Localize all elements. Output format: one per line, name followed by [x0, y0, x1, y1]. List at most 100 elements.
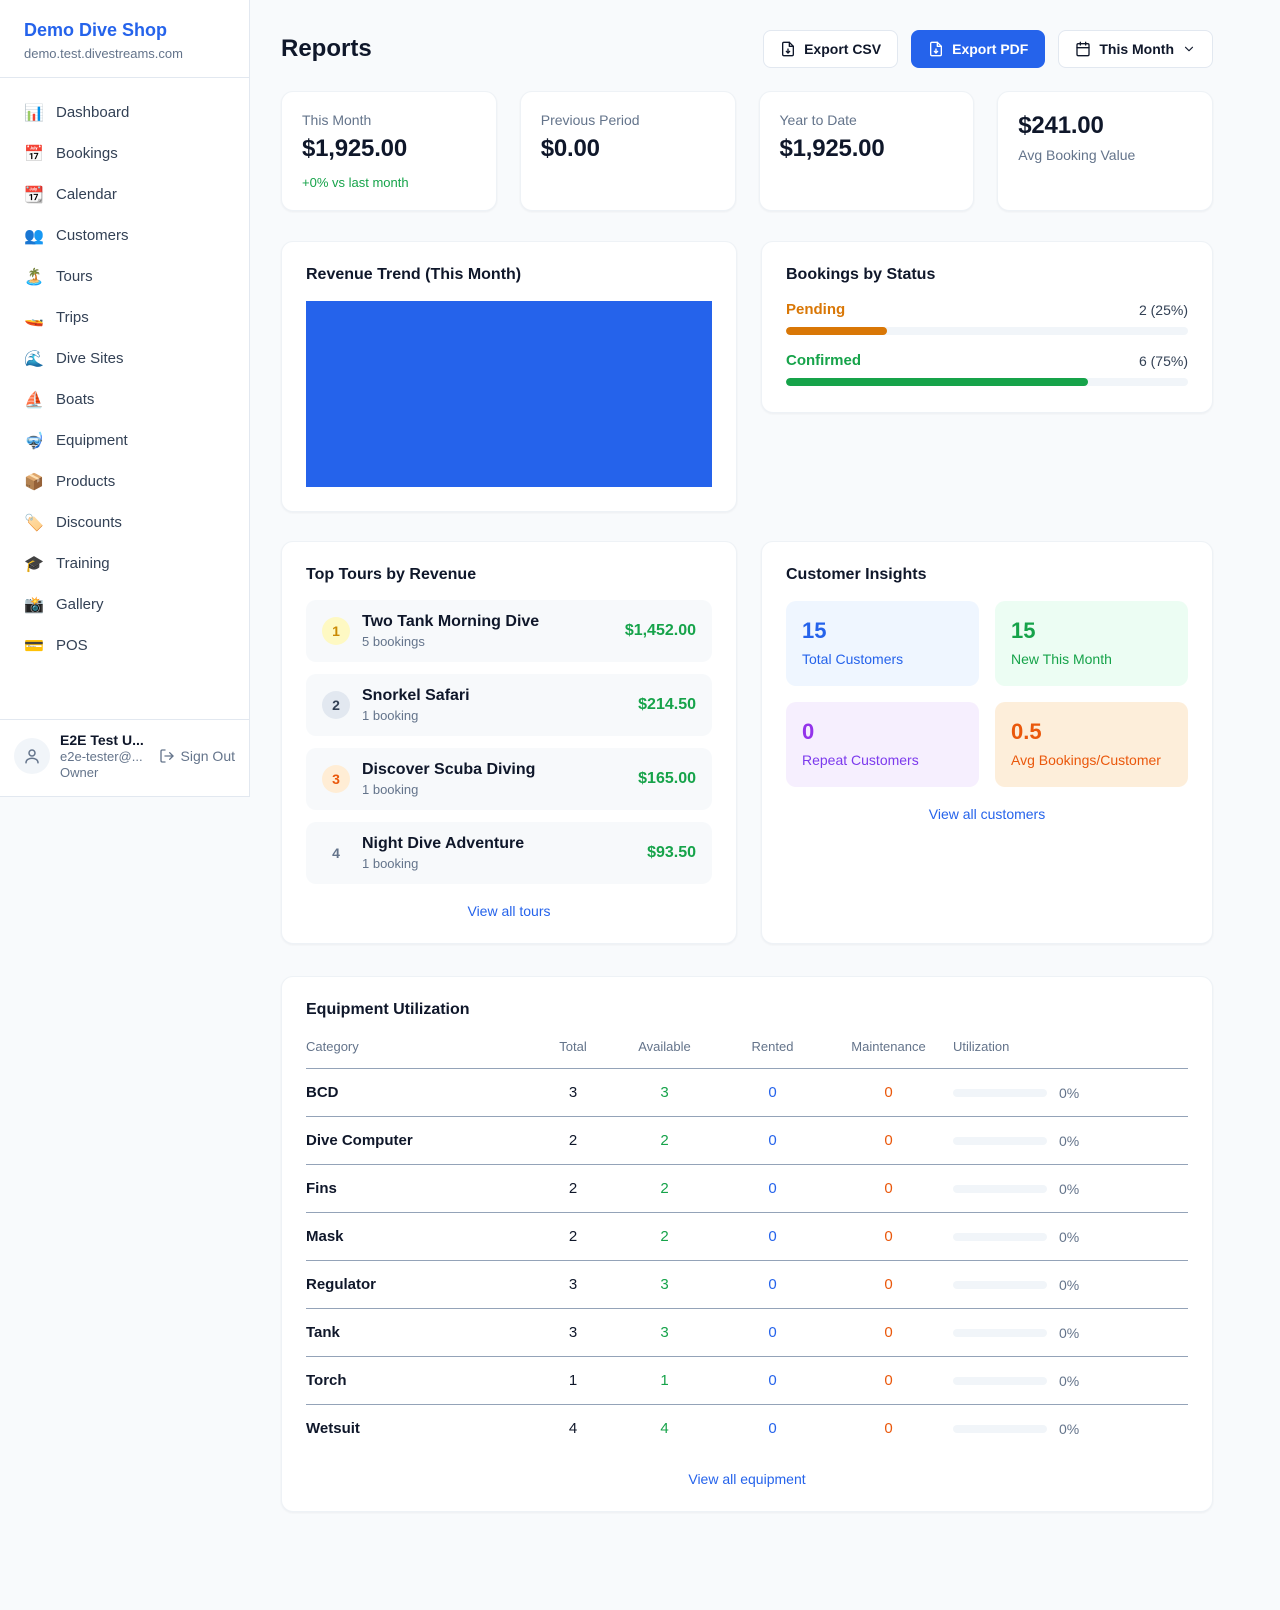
customer-insights-card: Customer Insights 15 Total Customers 15 … [761, 541, 1213, 944]
cell-available: 4 [612, 1404, 721, 1452]
cell-rented: 0 [721, 1212, 828, 1261]
cell-maintenance: 0 [828, 1212, 953, 1261]
sidebar-item-label: Dashboard [56, 104, 130, 121]
sidebar-nav: 📊 Dashboard 📅 Bookings 📆 Calendar 👥 Cust… [0, 78, 249, 719]
cell-maintenance: 0 [828, 1356, 953, 1405]
file-download-icon [930, 41, 943, 57]
tour-name: Discover Scuba Diving [362, 761, 536, 778]
revenue-trend-title: Revenue Trend (This Month) [306, 266, 522, 283]
tour-name: Night Dive Adventure [362, 835, 525, 852]
cell-rented: 0 [721, 1356, 828, 1405]
equipment-table-header: Category Total Available Rented Maintena… [306, 1031, 1188, 1069]
cell-available: 2 [612, 1212, 721, 1261]
sidebar-item[interactable]: 💳 POS [0, 625, 249, 666]
sidebar-item[interactable]: 🤿 Equipment [0, 420, 249, 461]
tour-item: 3 Discover Scuba Diving 1 booking $165.0… [306, 748, 712, 810]
insight-tiles: 15 Total Customers 15 New This Month 0 R… [786, 601, 1188, 787]
sidebar-item-label: Dive Sites [56, 350, 124, 367]
sidebar-item-icon: 📸 [24, 596, 44, 614]
cell-maintenance: 0 [828, 1260, 953, 1309]
utilization-bar-track [953, 1088, 1047, 1097]
cell-maintenance: 0 [828, 1404, 953, 1452]
cell-total: 2 [538, 1212, 612, 1261]
cell-utilization: 0% [953, 1212, 1188, 1261]
tour-text: Discover Scuba Diving 1 booking [362, 761, 626, 797]
shop-header: Demo Dive Shop demo.test.divestreams.com [0, 0, 249, 78]
view-all-tours-link[interactable]: View all tours [467, 903, 551, 919]
utilization-percent: 0% [1059, 1132, 1080, 1149]
sidebar-item[interactable]: 🏝️ Tours [0, 256, 249, 297]
sidebar-item[interactable]: 🌊 Dive Sites [0, 338, 249, 379]
export-pdf-label: Export PDF [952, 41, 1029, 57]
cell-utilization: 0% [953, 1308, 1188, 1357]
status-bar-track [786, 327, 1188, 335]
status-bar-track [786, 378, 1188, 386]
col-utilization: Utilization [953, 1039, 1010, 1054]
sidebar-item-label: Equipment [56, 432, 128, 449]
utilization-bar-track [953, 1232, 1047, 1241]
period-dropdown[interactable]: This Month [1058, 30, 1213, 68]
status-count: 6 (75%) [1138, 352, 1188, 369]
tour-item: 2 Snorkel Safari 1 booking $214.50 [306, 674, 712, 736]
sidebar-item-icon: 👥 [24, 227, 44, 245]
utilization-bar-track [953, 1280, 1047, 1289]
view-all-customers-link[interactable]: View all customers [928, 806, 1046, 822]
sidebar-item[interactable]: 📊 Dashboard [0, 92, 249, 133]
sidebar-item-icon: 🏝️ [24, 268, 44, 286]
stat-delta: +0% vs last month [302, 175, 409, 190]
sidebar-item[interactable]: 📅 Bookings [0, 133, 249, 174]
cell-category: Wetsuit [306, 1404, 538, 1452]
sidebar-item[interactable]: 🏷️ Discounts [0, 502, 249, 543]
status-bar-fill [786, 327, 887, 335]
user-name: E2E Test U... [60, 732, 144, 748]
utilization-percent: 0% [1059, 1276, 1080, 1293]
sidebar-item-label: Calendar [56, 186, 117, 203]
cell-total: 3 [538, 1068, 612, 1117]
cell-available: 2 [612, 1164, 721, 1213]
cell-category: Fins [306, 1164, 538, 1213]
export-csv-button[interactable]: Export CSV [763, 30, 899, 68]
utilization-bar-track [953, 1424, 1047, 1433]
cell-maintenance: 0 [828, 1308, 953, 1357]
cell-rented: 0 [721, 1404, 828, 1452]
customer-insights-title: Customer Insights [786, 566, 927, 583]
table-row: Regulator 3 3 0 0 0% [306, 1260, 1188, 1309]
sidebar-item-icon: 📆 [24, 186, 44, 204]
file-download-icon [782, 41, 795, 57]
status-label: Pending [786, 301, 846, 318]
sidebar-item-label: Products [56, 473, 116, 490]
cell-maintenance: 0 [828, 1068, 953, 1117]
sidebar-item[interactable]: 🚤 Trips [0, 297, 249, 338]
top-tours-title: Top Tours by Revenue [306, 566, 477, 583]
export-pdf-button[interactable]: Export PDF [911, 30, 1046, 68]
stat-label: Previous Period [540, 112, 640, 128]
sidebar-item[interactable]: 👥 Customers [0, 215, 249, 256]
insight-tile: 15 New This Month [995, 601, 1188, 686]
rank-badge: 3 [322, 765, 350, 793]
insight-tile: 0 Repeat Customers [786, 702, 979, 787]
shop-domain: demo.test.divestreams.com [24, 46, 183, 61]
cell-rented: 0 [721, 1308, 828, 1357]
rank-badge: 1 [322, 617, 350, 645]
sidebar: Demo Dive Shop demo.test.divestreams.com… [0, 0, 250, 797]
sidebar-item[interactable]: 📦 Products [0, 461, 249, 502]
status-label: Confirmed [786, 352, 861, 369]
stat-label: Avg Booking Value [1018, 147, 1136, 163]
sidebar-item[interactable]: 📸 Gallery [0, 584, 249, 625]
cell-maintenance: 0 [828, 1164, 953, 1213]
tour-bookings: 1 booking [362, 856, 419, 871]
sign-out-button[interactable]: Sign Out [159, 748, 235, 764]
sidebar-item-label: Training [56, 555, 110, 572]
tour-bookings: 1 booking [362, 708, 419, 723]
sidebar-item[interactable]: 📆 Calendar [0, 174, 249, 215]
sidebar-item[interactable]: 🎓 Training [0, 543, 249, 584]
status-row: Confirmed 6 (75%) [786, 352, 1188, 369]
view-all-equipment-link[interactable]: View all equipment [688, 1471, 806, 1487]
table-row: Torch 1 1 0 0 0% [306, 1356, 1188, 1405]
tour-list: 1 Two Tank Morning Dive 5 bookings $1,45… [306, 600, 712, 884]
rank-badge: 4 [332, 845, 340, 861]
status-group: Confirmed 6 (75%) [786, 352, 1188, 386]
rank-badge: 2 [322, 691, 350, 719]
sidebar-item[interactable]: ⛵ Boats [0, 379, 249, 420]
cell-available: 3 [612, 1308, 721, 1357]
